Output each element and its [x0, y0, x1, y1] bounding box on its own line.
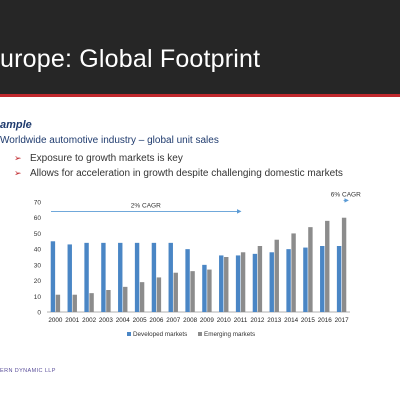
developed-bar	[50, 241, 56, 312]
emerging-bar	[257, 246, 263, 312]
x-tick-label: 2016	[318, 317, 333, 324]
x-tick-label: 2007	[166, 317, 181, 324]
developed-bar	[320, 246, 325, 312]
developed-bar	[84, 242, 89, 312]
emerging-bar	[224, 257, 229, 312]
x-tick-label: 2002	[82, 317, 97, 324]
developed-bar	[151, 242, 157, 312]
emerging-bar	[139, 282, 145, 312]
emerging-bar	[291, 233, 296, 312]
developed-bar	[185, 249, 190, 312]
developed-bar	[67, 244, 72, 312]
emerging-bar	[190, 271, 195, 312]
x-tick-label: 2001	[65, 317, 80, 324]
developed-bar	[118, 242, 123, 312]
y-tick-label: 60	[34, 215, 42, 222]
developed-bar	[336, 246, 342, 312]
legend-swatch	[198, 332, 202, 336]
title-bar: urope: Global Footprint	[0, 0, 400, 94]
slide-subtitle: Worldwide automotive industry – global u…	[0, 135, 219, 146]
y-tick-label: 70	[34, 200, 42, 207]
developed-bar	[202, 264, 207, 312]
developed-bar	[252, 253, 258, 312]
x-tick-label: 2005	[133, 317, 148, 324]
legend-label: Emerging markets	[204, 331, 255, 338]
emerging-bar	[173, 272, 178, 312]
arrow-bullet-icon: ➢	[14, 168, 22, 178]
bullet-text: Allows for acceleration in growth despit…	[30, 168, 343, 179]
developed-bar	[235, 255, 241, 312]
emerging-bar	[72, 294, 77, 312]
footer-company: ERN DYNAMIC LLP	[0, 368, 56, 374]
accent-stripe	[0, 94, 400, 97]
legend-swatch	[127, 332, 131, 336]
developed-bar	[286, 249, 291, 312]
x-tick-label: 2013	[267, 317, 282, 324]
slide-title: urope: Global Footprint	[0, 45, 261, 73]
x-tick-label: 2015	[301, 317, 316, 324]
x-tick-label: 2014	[284, 317, 299, 324]
emerging-bar	[207, 269, 212, 312]
developed-bar	[219, 255, 224, 312]
example-label: ample	[0, 119, 32, 131]
x-tick-label: 2006	[149, 317, 164, 324]
developed-bar	[168, 242, 173, 312]
bullet-list: ➢ Exposure to growth markets is key ➢ Allo…	[14, 151, 343, 181]
y-tick-label: 10	[34, 294, 42, 301]
y-tick-label: 40	[34, 247, 42, 254]
x-tick-label: 2011	[234, 317, 248, 324]
emerging-bar	[156, 277, 162, 312]
y-tick-label: 20	[34, 278, 42, 285]
x-tick-label: 2003	[99, 317, 114, 324]
y-tick-label: 30	[34, 262, 42, 269]
developed-bar	[303, 247, 308, 312]
y-tick-label: 50	[34, 231, 42, 238]
emerging-bar	[89, 293, 94, 312]
cagr-label: 6% CAGR	[331, 191, 361, 198]
bullet-text: Exposure to growth markets is key	[30, 153, 183, 164]
emerging-bar	[308, 227, 313, 312]
x-tick-label: 2010	[217, 317, 232, 324]
x-tick-label: 2017	[335, 317, 350, 324]
emerging-bar	[55, 294, 61, 312]
emerging-bar	[240, 252, 246, 312]
bullet-item: ➢ Exposure to growth markets is key	[14, 151, 343, 166]
emerging-bar	[106, 290, 111, 312]
x-tick-label: 2008	[183, 317, 198, 324]
developed-bar	[269, 252, 274, 312]
emerging-bar	[274, 239, 279, 312]
cagr-label: 2% CAGR	[131, 202, 161, 209]
developed-bar	[101, 242, 106, 312]
emerging-bar	[123, 286, 128, 312]
developed-bar	[134, 242, 140, 312]
arrow-bullet-icon: ➢	[14, 153, 22, 163]
legend-label: Developed markets	[133, 331, 187, 338]
y-tick-label: 0	[37, 310, 41, 317]
x-tick-label: 2000	[48, 317, 63, 324]
emerging-bar	[325, 220, 330, 312]
x-tick-label: 2004	[116, 317, 131, 324]
bullet-item: ➢ Allows for acceleration in growth despi…	[14, 166, 343, 181]
emerging-bar	[341, 217, 347, 312]
x-tick-label: 2012	[250, 317, 265, 324]
x-tick-label: 2009	[200, 317, 215, 324]
